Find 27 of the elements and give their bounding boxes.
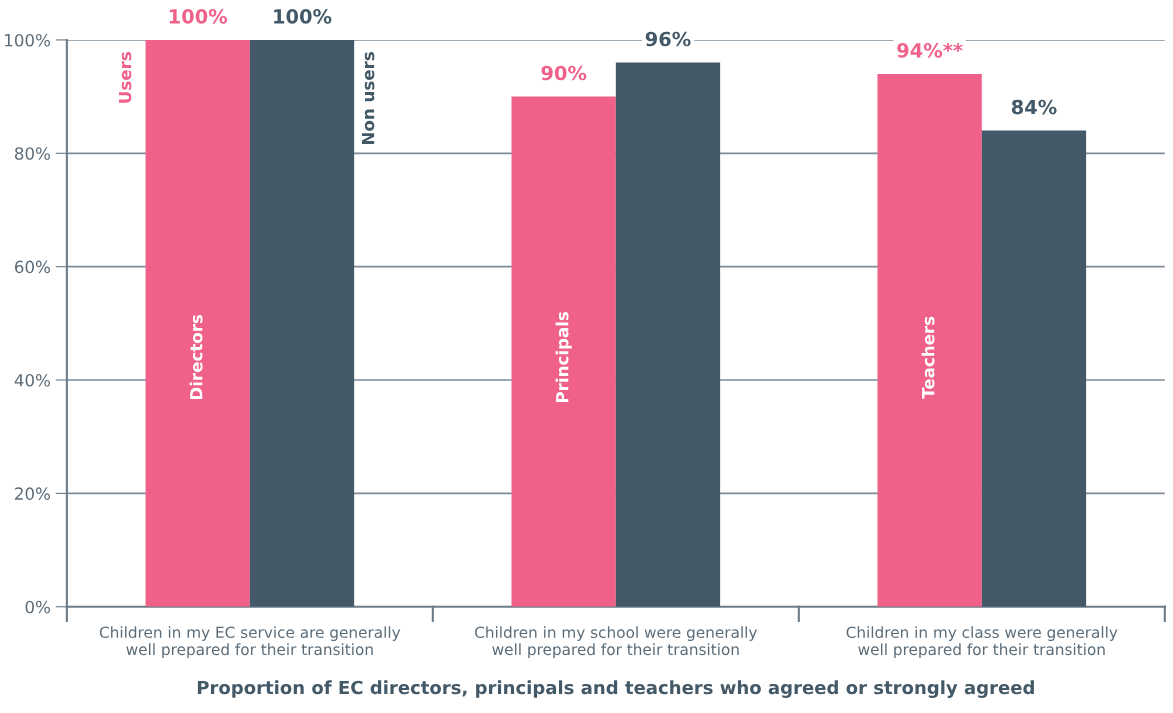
y-tick-label: 80% [14, 147, 50, 160]
x-axis-title: Proportion of EC directors, principals and teachers who agreed or strongly agreed [197, 680, 1034, 698]
x-tick-label: Children in my EC service are generally well prepared for their transition [99, 626, 401, 659]
bar [145, 39, 250, 607]
y-tick-label: 60% [15, 260, 50, 274]
y-tick-label: 20% [15, 487, 50, 500]
y-tick-label: 40% [14, 373, 50, 387]
text: Non users [361, 52, 375, 145]
bar [981, 130, 1087, 607]
annotation: Principals [555, 311, 572, 403]
data-label: 84% [1011, 99, 1057, 115]
bar [877, 73, 982, 607]
data-label: 94%** [897, 42, 963, 58]
bar [511, 96, 616, 607]
text: Users [118, 52, 132, 103]
bar [615, 62, 721, 607]
data-label: 96% [645, 31, 691, 47]
data-label: 100% [274, 8, 332, 24]
data-label: 90% [541, 65, 587, 81]
x-tick-label: Children in my school were generally well prepared for their transition [475, 626, 757, 659]
data-label: 100% [169, 8, 228, 24]
y-tick-label: 100% [5, 33, 50, 47]
annotation: Teachers [921, 316, 935, 399]
annotation: Directors [189, 314, 203, 400]
x-tick-label: Children in my class were generally well prepared for their transition [846, 626, 1118, 659]
y-tick-label: 0% [25, 600, 50, 614]
bar [249, 39, 355, 607]
